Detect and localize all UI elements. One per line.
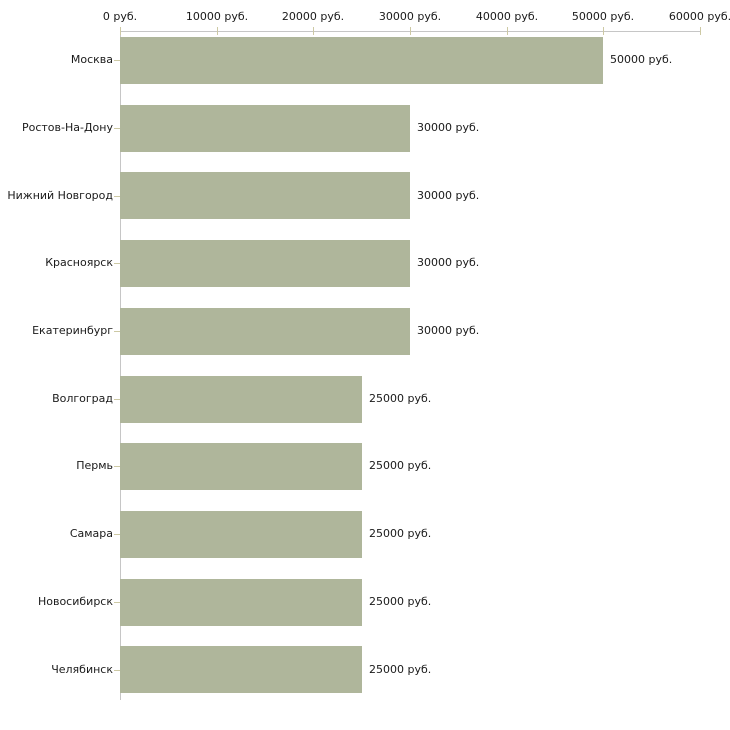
category-label: Екатеринбург [32,324,113,337]
x-axis-tick-label: 10000 руб. [185,10,249,23]
bar-10 [120,646,362,693]
x-axis-tick [120,27,121,35]
x-axis-tick [217,27,218,35]
value-label: 30000 руб. [417,189,480,202]
y-axis-tick [114,466,120,467]
category-label: Волгоград [52,392,113,405]
category-label: Челябинск [51,663,113,676]
x-axis-tick-label: 20000 руб. [281,10,345,23]
y-axis-tick [114,399,120,400]
value-label: 30000 руб. [417,256,480,269]
x-axis-tick-label: 40000 руб. [475,10,539,23]
value-label: 25000 руб. [369,663,432,676]
bar-6 [120,376,362,423]
category-label: Нижний Новгород [7,189,113,202]
y-axis-tick [114,602,120,603]
x-axis-tick-label: 50000 руб. [571,10,635,23]
category-label: Ростов-На-Дону [21,121,113,134]
x-axis-tick [507,27,508,35]
x-axis-tick-label: 0 руб. [102,10,138,23]
y-axis-tick [114,670,120,671]
bar-5 [120,308,410,355]
bar-7 [120,443,362,490]
y-axis-tick [114,331,120,332]
bar-1 [120,37,603,84]
value-label: 30000 руб. [417,324,480,337]
value-label: 25000 руб. [369,527,432,540]
value-label: 25000 руб. [369,595,432,608]
bar-4 [120,240,410,287]
x-axis-tick [313,27,314,35]
bar-3 [120,172,410,219]
y-axis-tick [114,60,120,61]
y-axis-tick [114,128,120,129]
x-axis-tick-label: 30000 руб. [378,10,442,23]
x-axis-tick [603,27,604,35]
category-label: Самара [69,527,113,540]
y-axis-tick [114,196,120,197]
value-label: 50000 руб. [610,53,673,66]
value-label: 30000 руб. [417,121,480,134]
x-axis-tick [410,27,411,35]
value-label: 25000 руб. [369,392,432,405]
y-axis-tick [114,534,120,535]
x-axis-tick [700,27,701,35]
value-label: 25000 руб. [369,459,432,472]
category-label: Красноярск [45,256,113,269]
y-axis-line [120,31,121,700]
category-label: Новосибирск [37,595,113,608]
category-label: Пермь [76,459,113,472]
y-axis-tick [114,263,120,264]
bar-8 [120,511,362,558]
x-axis-tick-label: 60000 руб. [668,10,730,23]
bar-2 [120,105,410,152]
bar-9 [120,579,362,626]
category-label: Москва [70,53,113,66]
